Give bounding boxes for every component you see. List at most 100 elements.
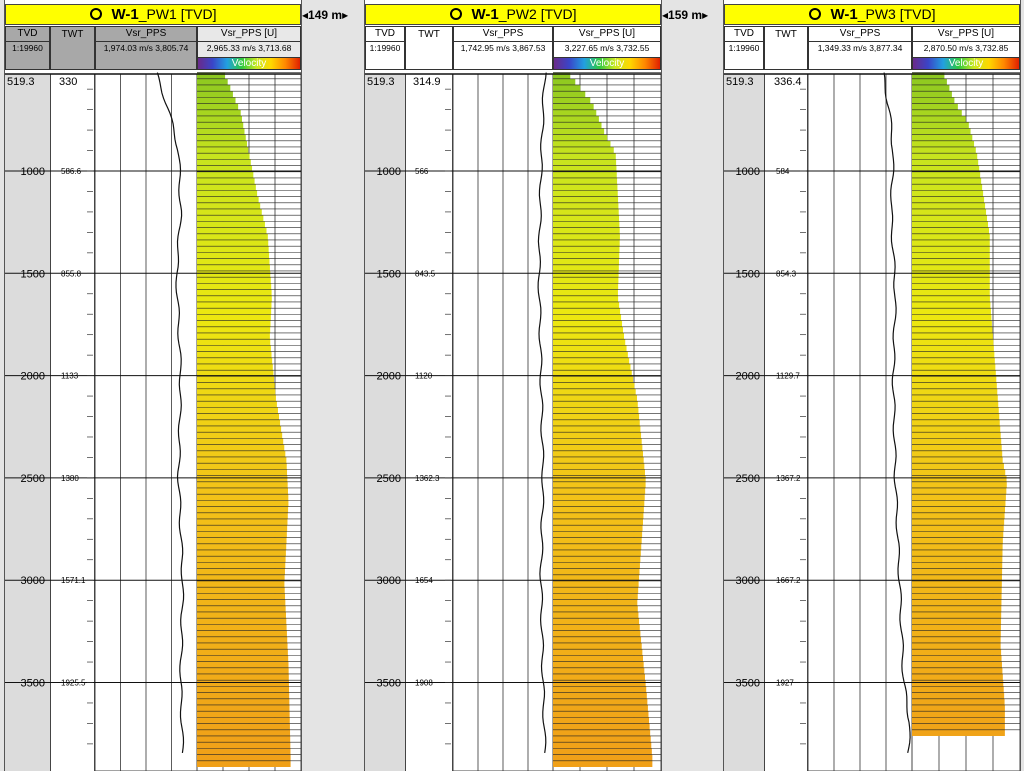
velocity-fill-bar [912,469,1006,476]
velocity-fill-bar [912,618,1002,625]
velocity-fill-bar [197,704,290,712]
velocity-fill-bar [553,227,620,234]
velocity-fill-bar [553,153,616,160]
velocity-fill-bar [197,97,236,104]
twt-header[interactable]: TWT [764,26,808,70]
twt-header[interactable]: TWT [50,26,95,70]
tvd-header[interactable]: TVD 1:19960 [5,26,50,70]
velocity-fill-bar [197,239,269,247]
twt-track [764,74,808,771]
velocity-fill-bar [553,103,594,110]
velocity-fill-bar [197,556,286,563]
velocity-fill-bar [197,444,285,451]
tvd-tick-label: 2000 [21,371,45,383]
twt-header-label: TWT [418,29,440,40]
velocity-fill-bar [197,754,291,761]
velocity-fill-bar [912,506,1006,513]
well-panel-title[interactable]: W-1_PW3 [TVD] [724,4,1020,25]
velocity-fill-bar [553,413,640,420]
velocity-fill-bar [912,233,990,240]
twt-header[interactable]: TWT [405,26,453,70]
velocity-fill-bar [553,277,619,284]
velocity-fill-bar [553,686,647,693]
velocity-fill-bar [912,351,995,358]
tvd-header[interactable]: TVD 1:19960 [724,26,764,70]
twt-tick-label: 1129.7 [776,372,800,381]
velocity-fill-bar [553,494,645,501]
velocity-fill-bar [912,580,1002,588]
velocity-fill-bar [553,128,605,135]
velocity-fill-bar [553,78,576,85]
tvd-tick-label: 2500 [377,473,401,485]
velocity-fill-bar [197,301,272,309]
velocity-fill-bar [553,655,644,662]
velocity-fill-bar [197,624,287,631]
velocity-fill-bar [912,103,958,110]
velocity-fill-bar [553,215,620,222]
curve-header[interactable]: Vsr_PPS 1,974.03 m/s 3,805.74 [95,26,197,70]
velocity-fill-bar [553,339,626,346]
velocity-fill-bar [553,562,640,569]
velocity-fill-bar [553,649,643,656]
tvd-tick-label: 1000 [21,166,45,178]
velocity-fill-bar [553,611,639,619]
velocity-fill-bar [197,630,287,637]
velocity-fill-bar [197,599,286,606]
velocity-fill-bar [553,134,608,141]
velocity-fill-bar [912,270,990,278]
curve-name: Vsr_PPS [809,27,911,42]
velocity-fill-bar [912,208,987,216]
velocity-fill-bar [912,159,979,166]
curve-header[interactable]: Vsr_PPS 1,742.95 m/s 3,867.53 [453,26,553,70]
velocity-fill-bar [197,587,285,594]
velocity-fill-bar [912,72,945,79]
velocity-fill-bar [197,140,248,147]
velocity-fill-bar [197,735,291,743]
velocity-fill-bar [912,401,999,408]
scale-label: 1:19960 [12,43,43,53]
velocity-fill-bar [912,655,1002,662]
velocity-fill-bar [553,667,645,674]
velocity-fill-bar [197,723,290,730]
velocity-fill-bar [197,370,274,377]
velocity-fill-bar [553,202,619,209]
tvd-tick-label: 1500 [21,268,45,280]
velocity-fill-bar [553,146,614,154]
velocity-fill-bar [553,636,642,643]
velocity-fill-bar [553,717,650,724]
well-panel-title[interactable]: W-1_PW1 [TVD] [5,4,301,25]
velocity-fill-bar [912,221,989,228]
velocity-fill-bar [912,686,1004,693]
velocity-fill-bar [553,376,634,383]
velocity-fill-bar [197,177,255,185]
velocity-fill-bar [553,432,642,439]
velocity-fill-bar [197,382,275,389]
velocity-fill-bar [553,332,625,340]
velocity-fill-bar [197,264,270,271]
velocity-fill-bar [553,388,636,395]
velocity-fill-bar [912,128,971,135]
twt-tick-label: 1654 [415,576,433,585]
velocity-fill-bar [197,500,289,507]
velocity-fill-bar [197,456,287,464]
velocity-fill-bar [197,574,285,581]
velocity-fill-bar [912,568,1003,575]
velocity-fill-bar [197,407,278,414]
twt-tick-label: 1908 [415,679,433,688]
top-tvd: 519.3 [726,76,754,88]
tvd-tick-label: 1500 [377,268,401,280]
velocity-fill-bar [553,748,652,755]
velocity-fill-bar [912,190,984,197]
velocity-fill-bar [912,605,1002,612]
velocity-fill-bar [553,270,619,278]
tvd-track [365,74,405,771]
velocity-fill-bar [553,574,640,581]
curve-header[interactable]: Vsr_PPS 1,349.33 m/s 3,877.34 [808,26,912,70]
velocity-fill-bar [912,308,991,315]
velocity-fill-bar [553,314,622,321]
well-panel-title[interactable]: W-1_PW2 [TVD] [365,4,661,25]
velocity-fill-bar [197,295,272,302]
velocity-fill-bar [553,438,642,445]
velocity-fill-bar [553,177,618,185]
tvd-header[interactable]: TVD 1:19960 [365,26,405,70]
